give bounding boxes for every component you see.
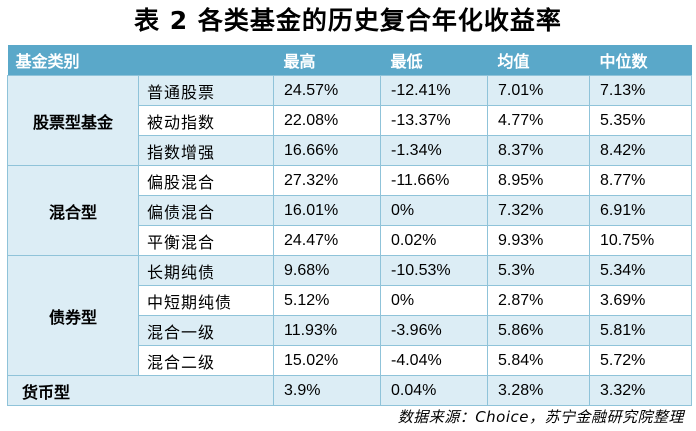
cell-high: 24.47% xyxy=(273,225,381,256)
cell-median: 7.13% xyxy=(589,75,692,106)
group-label: 货币型 xyxy=(7,375,274,406)
group-label: 股票型基金 xyxy=(7,75,139,166)
cell-mean: 5.84% xyxy=(487,345,590,376)
cell-median: 6.91% xyxy=(589,195,692,226)
cell-high: 24.57% xyxy=(273,75,381,106)
cell-mean: 8.95% xyxy=(487,165,590,196)
cell-median: 5.72% xyxy=(589,345,692,376)
cell-mean: 5.86% xyxy=(487,315,590,346)
sub-category: 长期纯债 xyxy=(138,255,274,286)
cell-high: 16.01% xyxy=(273,195,381,226)
sub-category: 指数增强 xyxy=(138,135,274,166)
cell-high: 3.9% xyxy=(273,375,381,406)
fund-returns-table: 基金类别 最高 最低 均值 中位数 股票型基金 普通股票 24.57% -12.… xyxy=(7,45,692,406)
data-source-note: 数据来源：Choice，苏宁金融研究院整理 xyxy=(397,408,684,426)
table-row: 混合型 偏股混合 27.32% -11.66% 8.95% 8.77% xyxy=(7,165,692,256)
cell-high: 27.32% xyxy=(273,165,381,196)
table-row: 指数增强 16.66% -1.34% 8.37% 8.42% xyxy=(8,135,692,166)
cell-low: 0.02% xyxy=(380,225,488,256)
header-fund-category: 基金类别 xyxy=(7,45,274,76)
cell-low: 0% xyxy=(380,285,488,316)
cell-low: -3.96% xyxy=(380,315,488,346)
header-low: 最低 xyxy=(380,45,488,76)
table-header-row: 基金类别 最高 最低 均值 中位数 xyxy=(7,45,692,76)
header-mean: 均值 xyxy=(487,45,590,76)
header-high: 最高 xyxy=(273,45,381,76)
sub-category: 平衡混合 xyxy=(138,225,274,256)
header-median: 中位数 xyxy=(589,45,692,76)
cell-mean: 8.37% xyxy=(487,135,590,166)
cell-low: -1.34% xyxy=(380,135,488,166)
cell-low: -11.66% xyxy=(380,165,488,196)
cell-mean: 4.77% xyxy=(487,105,590,136)
cell-median: 8.77% xyxy=(589,165,692,196)
sub-category: 普通股票 xyxy=(138,75,274,106)
cell-high: 9.68% xyxy=(273,255,381,286)
cell-high: 15.02% xyxy=(273,345,381,376)
cell-low: 0.04% xyxy=(380,375,488,406)
cell-low: -12.41% xyxy=(380,75,488,106)
cell-mean: 7.01% xyxy=(487,75,590,106)
cell-mean: 9.93% xyxy=(487,225,590,256)
cell-mean: 3.28% xyxy=(487,375,590,406)
cell-low: 0% xyxy=(380,195,488,226)
cell-median: 3.69% xyxy=(589,285,692,316)
cell-mean: 5.3% xyxy=(487,255,590,286)
group-label: 混合型 xyxy=(7,165,139,256)
cell-median: 3.32% xyxy=(589,375,692,406)
table-row: 平衡混合 24.47% 0.02% 9.93% 10.75% xyxy=(8,225,692,256)
table-row: 货币型 3.9% 0.04% 3.28% 3.32% xyxy=(7,375,692,406)
cell-median: 5.35% xyxy=(589,105,692,136)
sub-category: 中短期纯债 xyxy=(138,285,274,316)
cell-median: 10.75% xyxy=(589,225,692,256)
cell-low: -10.53% xyxy=(380,255,488,286)
table-row: 偏债混合 16.01% 0% 7.32% 6.91% xyxy=(8,195,692,226)
table-row: 被动指数 22.08% -13.37% 4.77% 5.35% xyxy=(8,105,692,136)
cell-low: -13.37% xyxy=(380,105,488,136)
sub-category: 混合一级 xyxy=(138,315,274,346)
table-row: 混合二级 15.02% -4.04% 5.84% 5.72% xyxy=(8,345,692,376)
sub-category: 被动指数 xyxy=(138,105,274,136)
cell-high: 11.93% xyxy=(273,315,381,346)
cell-high: 5.12% xyxy=(273,285,381,316)
page-title: 表 2 各类基金的历史复合年化收益率 xyxy=(134,6,562,35)
table-row: 债券型 长期纯债 9.68% -10.53% 5.3% 5.34% xyxy=(7,255,692,376)
sub-category: 偏股混合 xyxy=(138,165,274,196)
table-row: 混合一级 11.93% -3.96% 5.86% 5.81% xyxy=(8,315,692,346)
sub-category: 偏债混合 xyxy=(138,195,274,226)
group-label: 债券型 xyxy=(7,255,139,376)
cell-high: 16.66% xyxy=(273,135,381,166)
cell-median: 8.42% xyxy=(589,135,692,166)
cell-median: 5.81% xyxy=(589,315,692,346)
cell-mean: 7.32% xyxy=(487,195,590,226)
table-row: 股票型基金 普通股票 24.57% -12.41% 7.01% 7.13% xyxy=(7,75,692,166)
cell-high: 22.08% xyxy=(273,105,381,136)
table-row: 中短期纯债 5.12% 0% 2.87% 3.69% xyxy=(8,285,692,316)
cell-median: 5.34% xyxy=(589,255,692,286)
cell-mean: 2.87% xyxy=(487,285,590,316)
sub-category: 混合二级 xyxy=(138,345,274,376)
cell-low: -4.04% xyxy=(380,345,488,376)
